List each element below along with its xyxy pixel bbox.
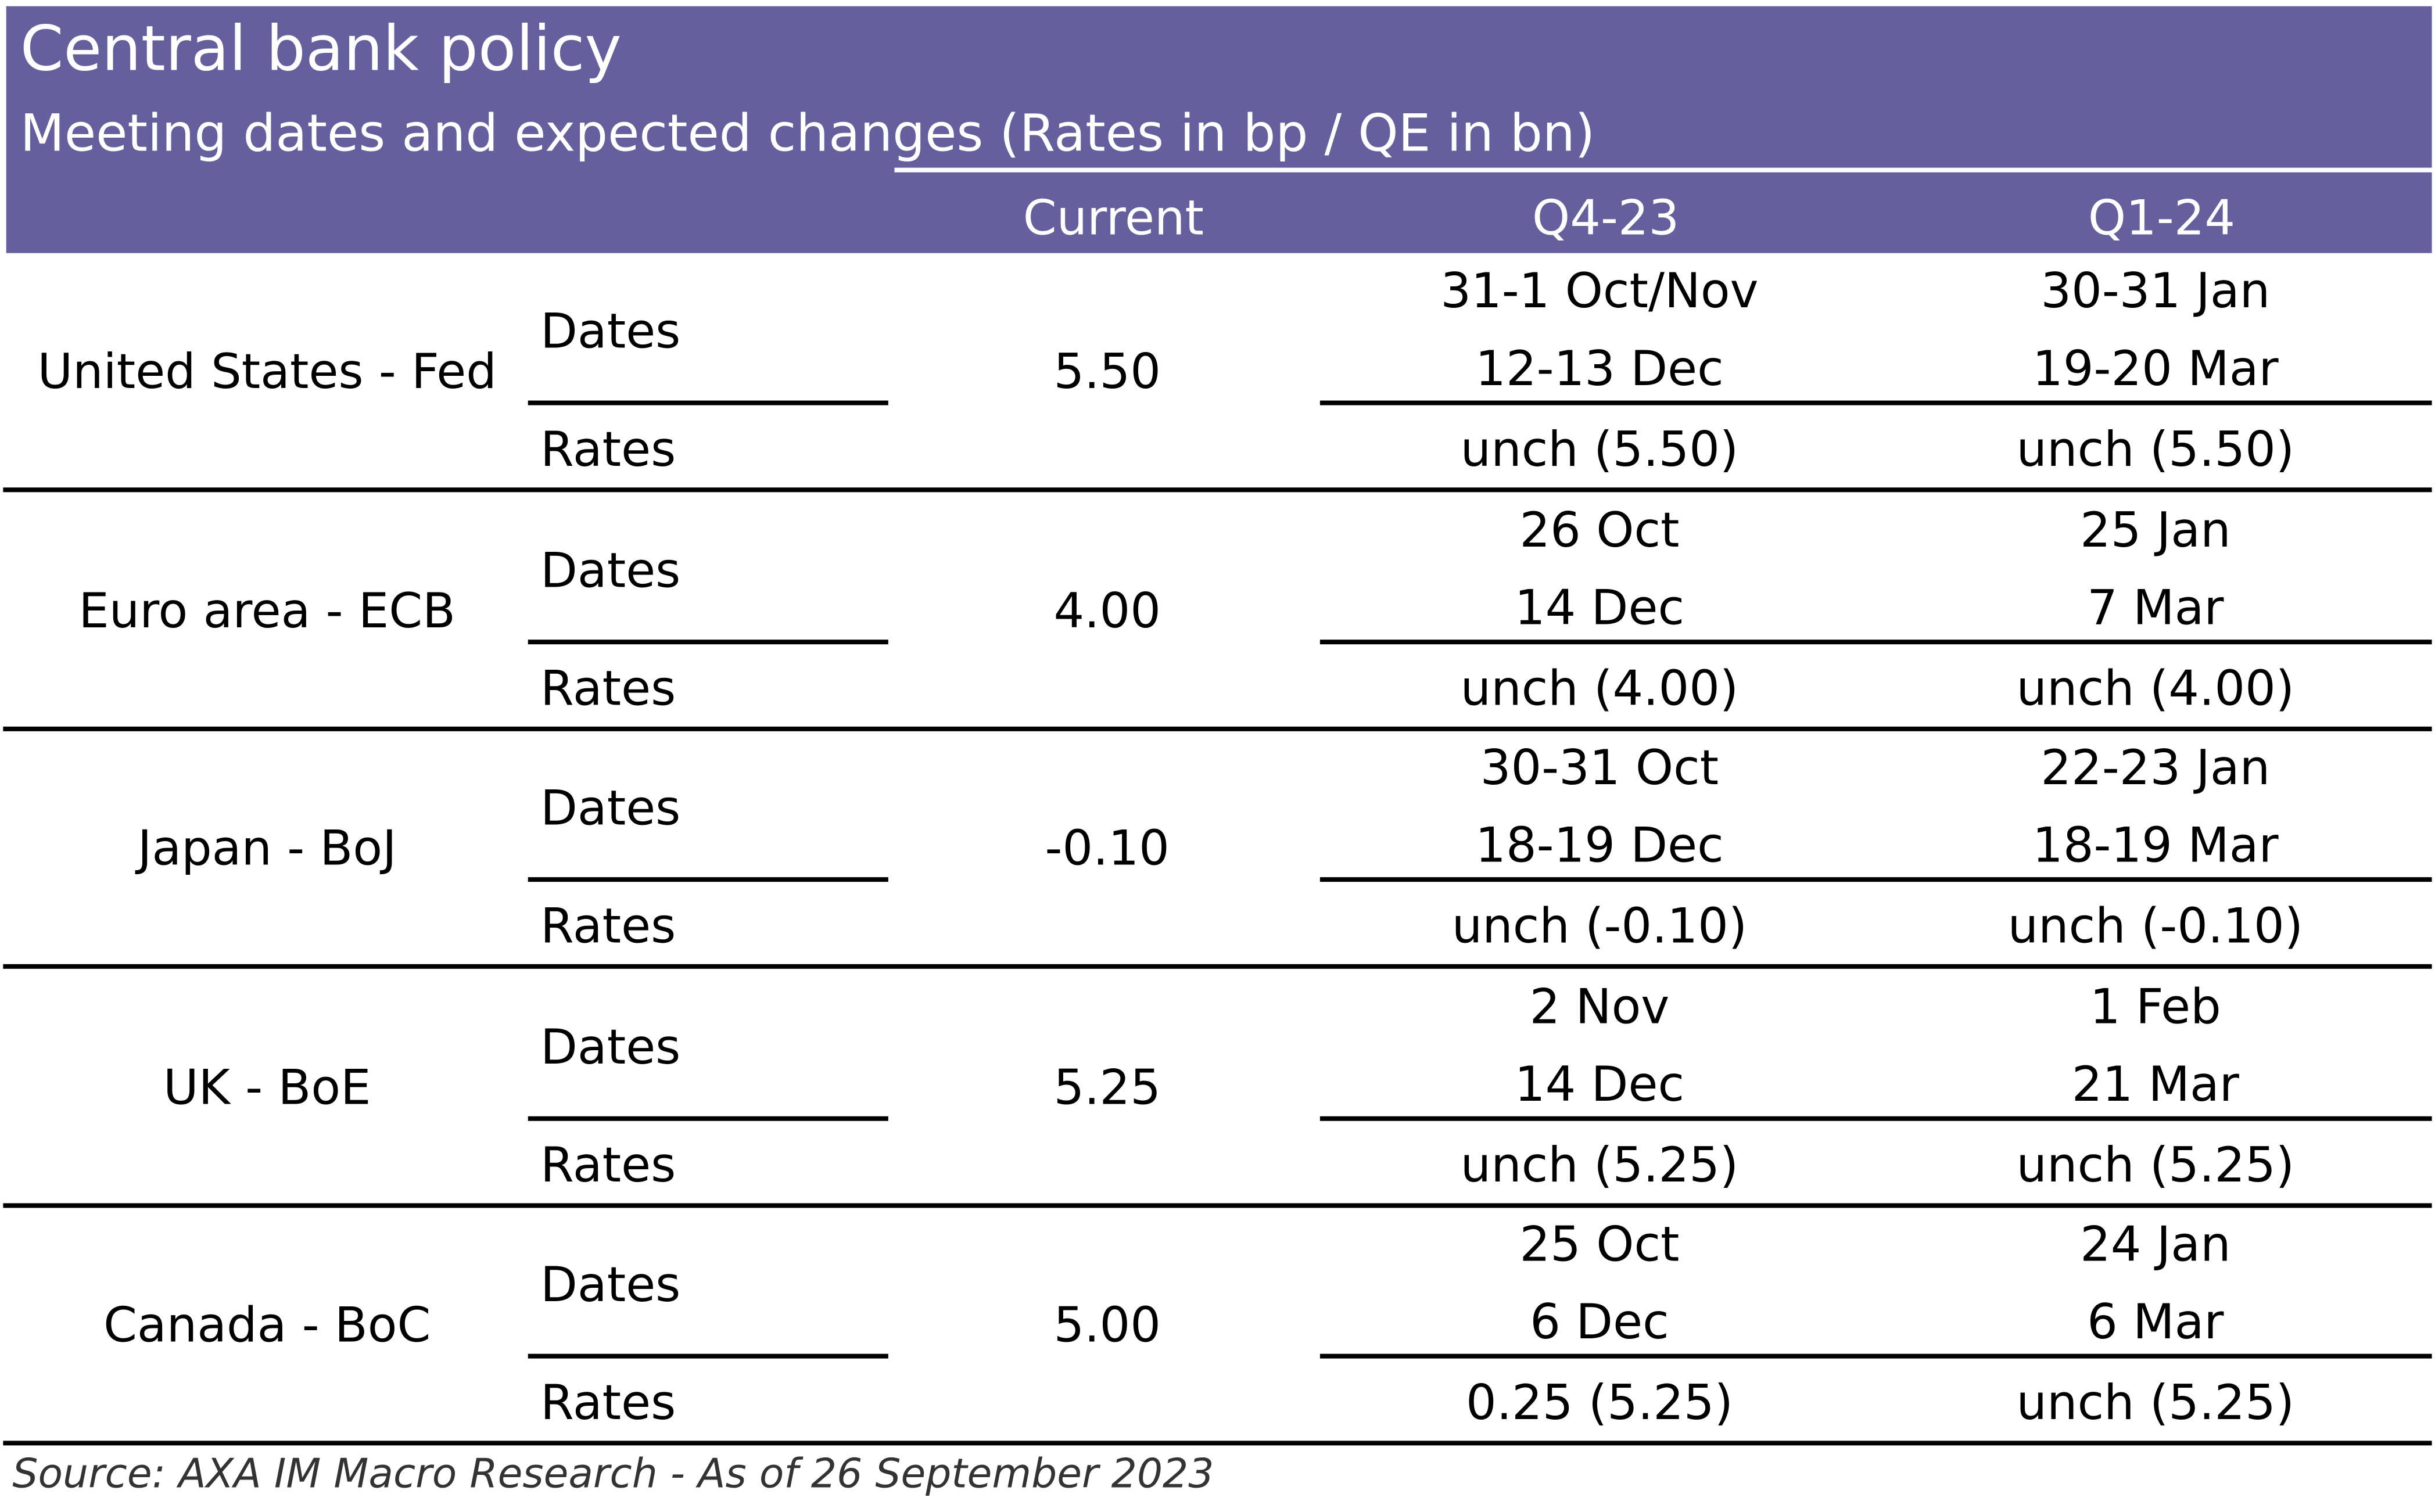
q4-date: 2 Nov [1529,979,1670,1035]
row-divider [1319,400,2432,405]
dates-label: Dates [540,304,681,361]
rates-label: Rates [540,660,676,717]
q4-date: 14 Dec [1514,580,1685,636]
rates-label: Rates [540,422,676,479]
q4-rate: unch (4.00) [1460,660,1739,717]
current-rate: 5.00 [1053,1298,1161,1354]
header-divider [894,167,2435,173]
q4-date: 14 Dec [1514,1056,1685,1113]
q4-date: 31-1 Oct/Nov [1440,264,1759,320]
row-divider [1319,1115,2432,1120]
current-rate: 5.25 [1053,1060,1161,1116]
bank-name: Euro area - ECB [78,583,456,639]
q4-rate: unch (5.25) [1460,1137,1739,1194]
q1-rate: unch (4.00) [2016,660,2295,717]
q1-rate: unch (5.25) [2016,1375,2295,1432]
row-divider [528,1353,888,1359]
bank-name: United States - Fed [37,344,497,401]
bank-divider [3,726,2432,731]
q1-rate: unch (5.50) [2016,422,2295,479]
q4-date: 26 Oct [1519,502,1680,558]
column-header-q4-23: Q4-23 [1532,191,1680,247]
row-divider [1319,1353,2432,1359]
q4-date: 12-13 Dec [1475,342,1724,398]
rates-label: Rates [540,899,676,955]
q4-rate: 0.25 (5.25) [1465,1375,1733,1432]
q1-date: 18-19 Mar [2032,818,2279,874]
bank-divider [3,487,2432,493]
q4-date: 30-31 Oct [1480,740,1719,797]
current-rate: 4.00 [1053,583,1161,639]
rates-label: Rates [540,1375,676,1432]
row-divider [1319,638,2432,644]
q1-date: 7 Mar [2087,580,2224,636]
dates-label: Dates [540,543,681,599]
bank-divider [3,1441,2432,1446]
q1-date: 21 Mar [2071,1056,2239,1113]
table-subtitle: Meeting dates and expected changes (Rate… [20,102,1595,163]
source-note: Source: AXA IM Macro Research - As of 26… [12,1452,1214,1499]
q1-date: 1 Feb [2089,979,2221,1035]
q4-date: 25 Oct [1519,1217,1680,1273]
current-rate: 5.50 [1053,344,1161,401]
q1-rate: unch (-0.10) [2007,899,2304,955]
q4-date: 6 Dec [1530,1295,1669,1351]
rates-label: Rates [540,1137,676,1194]
row-divider [528,400,888,405]
q4-rate: unch (5.50) [1460,422,1739,479]
dates-label: Dates [540,781,681,837]
table-header: Central bank policy Meeting dates and ex… [6,6,2435,253]
bank-name: UK - BoE [163,1060,371,1116]
bank-divider [3,964,2432,969]
q4-date: 18-19 Dec [1475,818,1724,874]
bank-divider [3,1202,2432,1208]
bank-name: Canada - BoC [103,1298,431,1354]
bank-name: Japan - BoJ [137,821,397,878]
q1-date: 6 Mar [2087,1295,2224,1351]
q1-date: 22-23 Jan [2040,740,2271,797]
column-header-current: Current [1023,191,1204,247]
q1-date: 24 Jan [2080,1217,2231,1273]
q1-date: 25 Jan [2080,502,2231,558]
dates-label: Dates [540,1019,681,1075]
q1-date: 30-31 Jan [2040,264,2271,320]
row-divider [528,638,888,644]
dates-label: Dates [540,1257,681,1314]
q1-date: 19-20 Mar [2032,342,2279,398]
column-header-q1-24: Q1-24 [2088,191,2236,247]
row-divider [1319,877,2432,882]
row-divider [528,877,888,882]
row-divider [528,1115,888,1120]
q4-rate: unch (-0.10) [1451,899,1748,955]
current-rate: -0.10 [1045,821,1170,878]
table-title: Central bank policy [20,14,622,86]
q1-rate: unch (5.25) [2016,1137,2295,1194]
